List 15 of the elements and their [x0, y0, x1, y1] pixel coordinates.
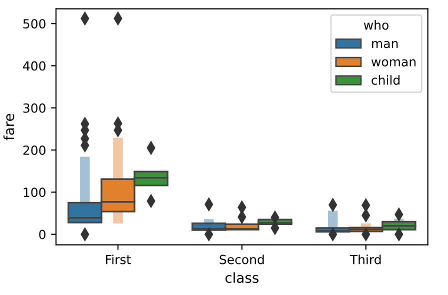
legend-label: man — [372, 40, 398, 48]
legend-title: who — [364, 20, 388, 30]
legend-label: woman — [371, 59, 416, 66]
y-tick-label: 200 — [23, 146, 46, 155]
y-tick-label: 0 — [39, 230, 46, 240]
y-tick-label: 500 — [23, 19, 46, 29]
x-tick-label: First — [106, 254, 131, 264]
x-tick-label: Third — [350, 254, 381, 264]
y-tick-label: 400 — [23, 61, 46, 71]
legend-label: child — [372, 75, 400, 85]
x-axis-title: class — [225, 272, 258, 283]
y-tick-label: 300 — [23, 103, 46, 113]
y-tick-label: 100 — [24, 188, 46, 198]
x-tick-label: Second — [220, 254, 264, 264]
y-axis-title: fare — [3, 114, 14, 140]
